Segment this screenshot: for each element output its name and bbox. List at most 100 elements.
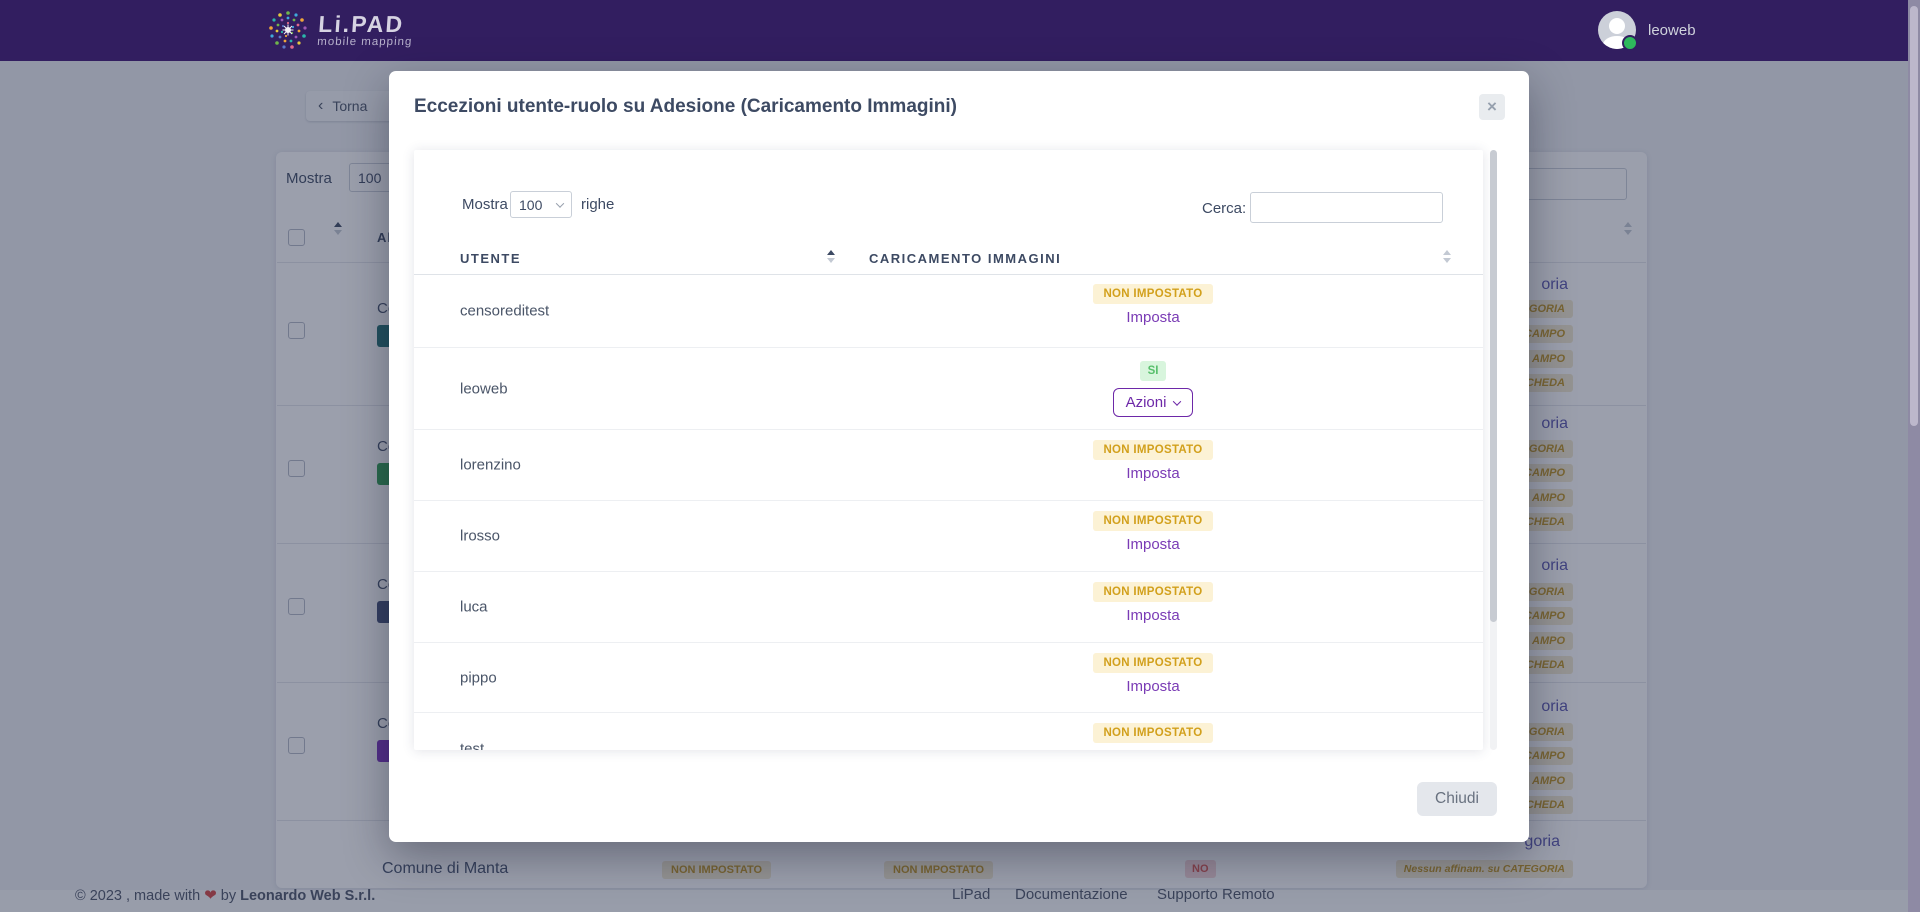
table-row: lorenzino NON IMPOSTATO Imposta xyxy=(414,430,1483,501)
imposta-link[interactable]: Imposta xyxy=(1126,536,1180,553)
user-name: lrosso xyxy=(460,527,501,545)
bg-category-link[interactable]: oria xyxy=(1541,698,1568,715)
copyright-by: by xyxy=(220,888,237,904)
user-name: censoreditest xyxy=(460,302,550,319)
footer-link-supporto-remoto[interactable]: Supporto Remoto xyxy=(1157,886,1275,903)
bg-category-link[interactable]: oria xyxy=(1541,276,1568,293)
bg-row-badge xyxy=(377,463,390,485)
column-header-utente[interactable]: UTENTE xyxy=(460,251,521,266)
bg-category-link[interactable]: oria xyxy=(1541,557,1568,574)
azioni-dropdown-button[interactable]: Azioni xyxy=(1112,388,1194,417)
username-label: leoweb xyxy=(1648,21,1696,39)
top-navbar: Li.PAD mobile mapping leoweb xyxy=(0,0,1920,61)
user-name: test xyxy=(460,740,485,750)
close-icon: × xyxy=(1487,97,1497,116)
bg-column-header: Al xyxy=(377,230,392,245)
bg-frag-badge: AMPO xyxy=(1524,350,1573,368)
table-header: UTENTE CARICAMENTO IMMAGINI xyxy=(414,248,1483,275)
page-scrollbar[interactable] xyxy=(1908,0,1920,912)
bg-row-checkbox[interactable] xyxy=(288,737,305,754)
logo-title: Li.PAD xyxy=(317,10,406,37)
table-row: pippo NON IMPOSTATO Imposta xyxy=(414,643,1483,713)
page-scrollbar-thumb[interactable] xyxy=(1910,6,1918,426)
imposta-link[interactable]: Imposta xyxy=(1126,309,1180,326)
bg-no-badge: NO xyxy=(1185,860,1216,878)
bg-row-name: Comune di Manta xyxy=(382,860,509,877)
footer-link-lipad[interactable]: LiPad xyxy=(952,886,991,903)
table-row: test NON IMPOSTATO xyxy=(414,713,1483,750)
modal-scrollbar[interactable] xyxy=(1490,150,1497,750)
modal-table-card: Mostra 100 righe Cerca: UTENTE CARICAMEN… xyxy=(414,150,1483,750)
table-row: luca NON IMPOSTATO Imposta xyxy=(414,572,1483,643)
user-name: luca xyxy=(460,598,488,616)
bg-status-badge: NON IMPOSTATO xyxy=(884,861,994,879)
bg-row-checkbox[interactable] xyxy=(288,598,305,615)
bg-row-badge xyxy=(377,601,390,623)
copyright-prefix: © 2023 , made with xyxy=(75,888,201,904)
back-button-label: Torna xyxy=(332,98,368,114)
azioni-label: Azioni xyxy=(1125,394,1167,411)
avatar xyxy=(1598,11,1638,51)
bg-refine-badge: Nessun affinam. su CATEGORIA xyxy=(1395,860,1573,878)
page-size-select[interactable]: 100 xyxy=(510,191,572,218)
bg-frag-badge: AMPO xyxy=(1524,489,1573,507)
company-name: Leonardo Web S.r.l. xyxy=(240,888,376,904)
bg-row-checkbox[interactable] xyxy=(288,322,305,339)
bg-row-badge xyxy=(377,325,390,347)
imposta-link[interactable]: Imposta xyxy=(1126,607,1180,624)
bg-frag-badge: AMPO xyxy=(1524,772,1573,790)
bg-row-badge xyxy=(377,740,390,762)
status-badge: NON IMPOSTATO xyxy=(1093,284,1213,304)
bg-sort-icon-right[interactable] xyxy=(1624,222,1634,238)
column-header-caricamento[interactable]: CARICAMENTO IMMAGINI xyxy=(869,251,1062,266)
app-logo[interactable]: Li.PAD mobile mapping xyxy=(266,8,413,52)
show-label: Mostra xyxy=(462,196,508,213)
bg-category-link[interactable]: goria xyxy=(1524,833,1560,850)
bg-category-link[interactable]: oria xyxy=(1541,415,1568,432)
user-menu[interactable]: leoweb xyxy=(1598,11,1696,51)
status-badge: NON IMPOSTATO xyxy=(1093,440,1213,460)
sort-icon-utente[interactable] xyxy=(827,250,837,266)
status-badge: SI xyxy=(1139,361,1167,381)
chevron-left-icon: ‹ xyxy=(318,97,324,114)
heart-icon: ❤ xyxy=(204,887,217,904)
bg-select-all-checkbox[interactable] xyxy=(288,229,305,246)
logo-subtitle: mobile mapping xyxy=(316,35,413,48)
imposta-link[interactable]: Imposta xyxy=(1126,465,1180,482)
table-row: censoreditest NON IMPOSTATO Imposta xyxy=(414,274,1483,348)
status-badge: NON IMPOSTATO xyxy=(1093,723,1213,743)
search-label: Cerca: xyxy=(1202,200,1247,217)
logo-icon xyxy=(269,11,307,49)
bg-page-size-value: 100 xyxy=(358,169,382,186)
status-badge: NON IMPOSTATO xyxy=(1093,653,1213,673)
modal-close-button[interactable]: × xyxy=(1479,94,1505,120)
bg-row-checkbox[interactable] xyxy=(288,460,305,477)
sort-icon-caricamento[interactable] xyxy=(1443,250,1453,266)
online-status-dot xyxy=(1622,35,1638,51)
chevron-down-icon xyxy=(555,198,565,208)
page-footer: © 2023 , made with ❤ by Leonardo Web S.r… xyxy=(0,886,1920,912)
user-name: lorenzino xyxy=(460,456,521,474)
rows-label: righe xyxy=(581,196,615,213)
status-badge: NON IMPOSTATO xyxy=(1093,511,1213,531)
imposta-link[interactable]: Imposta xyxy=(1126,678,1180,695)
table-row: lrosso NON IMPOSTATO Imposta xyxy=(414,501,1483,572)
chevron-down-icon xyxy=(1173,396,1182,406)
chiudi-button[interactable]: Chiudi xyxy=(1417,782,1497,816)
copyright-text: © 2023 , made with ❤ by Leonardo Web S.r… xyxy=(75,886,375,904)
page-size-value: 100 xyxy=(519,196,543,213)
search-input[interactable] xyxy=(1250,192,1443,223)
footer-link-documentazione[interactable]: Documentazione xyxy=(1015,886,1128,903)
bg-sort-icon[interactable] xyxy=(334,222,344,238)
exceptions-modal: Eccezioni utente-ruolo su Adesione (Cari… xyxy=(389,71,1529,842)
bg-show-label: Mostra xyxy=(286,170,332,187)
modal-title: Eccezioni utente-ruolo su Adesione (Cari… xyxy=(414,96,957,117)
user-name: pippo xyxy=(460,669,497,686)
bg-status-badge: NON IMPOSTATO xyxy=(662,861,772,879)
modal-scrollbar-thumb[interactable] xyxy=(1490,150,1497,622)
table-row: leoweb SI Azioni xyxy=(414,348,1483,430)
bg-frag-badge: AMPO xyxy=(1524,632,1573,650)
status-badge: NON IMPOSTATO xyxy=(1093,582,1213,602)
user-name: leoweb xyxy=(460,380,508,397)
